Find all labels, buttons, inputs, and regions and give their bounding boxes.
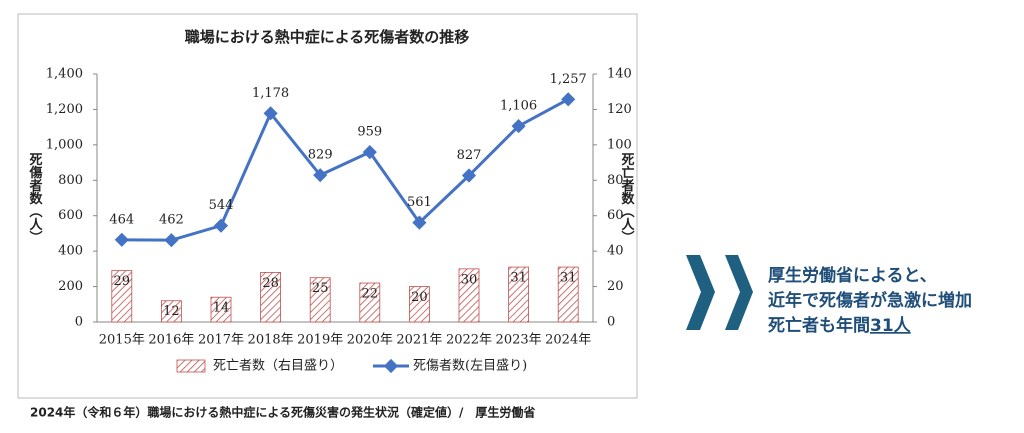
line-label: 561 <box>407 195 432 210</box>
y-tick-label: 600 <box>58 208 83 223</box>
line-label: 959 <box>357 125 382 140</box>
bar <box>260 271 282 323</box>
bar <box>309 277 331 323</box>
y2-tick-label: 20 <box>607 279 624 294</box>
line <box>121 98 569 242</box>
callout-line: 死亡者も年間31人 <box>768 315 912 336</box>
y-tick-label: 800 <box>58 173 83 188</box>
bar-label: 30 <box>461 272 478 287</box>
x-tick-label: 2024年 <box>545 333 591 348</box>
line-label: 1,178 <box>252 86 289 101</box>
line-label: 544 <box>209 198 234 213</box>
x-tick-label: 2020年 <box>347 333 393 348</box>
y-tick-label: 1,000 <box>46 137 83 152</box>
bar-label: 14 <box>213 301 230 316</box>
line-marker <box>362 145 377 160</box>
y-tick-label: 1,200 <box>46 102 83 117</box>
callout-text: 死亡者も年間 <box>768 315 870 336</box>
bar-label: 28 <box>262 276 279 291</box>
line-marker <box>164 233 179 248</box>
y2-tick-label: 140 <box>607 67 632 82</box>
x-tick-label: 2022年 <box>446 333 492 348</box>
chart-title: 職場における熱中症による死傷者数の推移 <box>185 28 470 46</box>
line-marker <box>412 215 427 230</box>
y2-tick-label: 40 <box>607 244 624 259</box>
bar <box>111 270 133 323</box>
line-label: 1,106 <box>500 99 537 114</box>
line-marker <box>263 106 278 121</box>
bar-label: 12 <box>163 304 180 319</box>
y2-tick-label: 100 <box>607 137 632 152</box>
y-tick-label: 0 <box>75 315 83 330</box>
x-tick-label: 2023年 <box>496 333 542 348</box>
bar-label: 31 <box>510 271 527 286</box>
x-tick-label: 2015年 <box>99 333 145 348</box>
legend-label: 死傷者数(左目盛り) <box>413 359 527 374</box>
bar-label: 22 <box>362 287 379 302</box>
x-tick-label: 2017年 <box>198 333 244 348</box>
caption: 2024年（令和６年）職場における熱中症による死傷災害の発生状況（確定値）/ 厚… <box>30 405 535 420</box>
bar <box>557 266 579 323</box>
bar-label: 25 <box>312 281 329 296</box>
line-label: 462 <box>159 213 184 228</box>
bar <box>160 300 182 323</box>
y-tick-label: 200 <box>58 279 83 294</box>
x-tick-label: 2018年 <box>248 333 294 348</box>
line-marker <box>461 168 477 183</box>
y-tick-label: 1,400 <box>46 67 83 82</box>
line-label: 829 <box>308 148 333 163</box>
line-marker <box>213 218 229 233</box>
callout-highlight: 31人 <box>870 316 912 336</box>
line-label: 1,257 <box>550 72 587 87</box>
chevron <box>686 255 715 330</box>
line-marker <box>561 92 576 107</box>
y-axis-label: 死傷者数（人） <box>27 153 44 244</box>
bar-label: 31 <box>560 271 577 286</box>
line-label: 464 <box>109 212 134 227</box>
x-tick-label: 2016年 <box>148 333 194 348</box>
y2-tick-label: 80 <box>607 173 624 188</box>
y-tick-label: 400 <box>58 244 83 259</box>
bar <box>458 268 480 323</box>
bar <box>408 286 430 323</box>
callout-line: 厚生労働省によると、 <box>768 265 937 286</box>
x-tick-label: 2021年 <box>396 333 442 348</box>
chart-frame <box>17 13 638 399</box>
y2-tick-label: 0 <box>607 315 615 330</box>
x-tick-label: 2019年 <box>297 333 343 348</box>
legend-label: 死亡者数（右目盛り） <box>213 359 343 374</box>
bar-label: 20 <box>411 290 428 305</box>
y2-axis-label: 死亡者数（人） <box>619 153 636 244</box>
line-marker <box>511 119 526 134</box>
chevron <box>725 255 753 330</box>
bar-label: 29 <box>114 274 131 289</box>
callout-line: 近年で死傷者が急激に増加 <box>768 290 972 311</box>
y2-tick-label: 60 <box>607 208 624 223</box>
legend-marker <box>383 358 399 374</box>
bar <box>359 282 381 323</box>
line-marker <box>313 168 328 183</box>
line-label: 827 <box>457 148 482 163</box>
legend-swatch <box>176 359 206 373</box>
y2-tick-label: 120 <box>607 102 632 117</box>
bar <box>210 296 232 323</box>
bar <box>508 266 530 323</box>
